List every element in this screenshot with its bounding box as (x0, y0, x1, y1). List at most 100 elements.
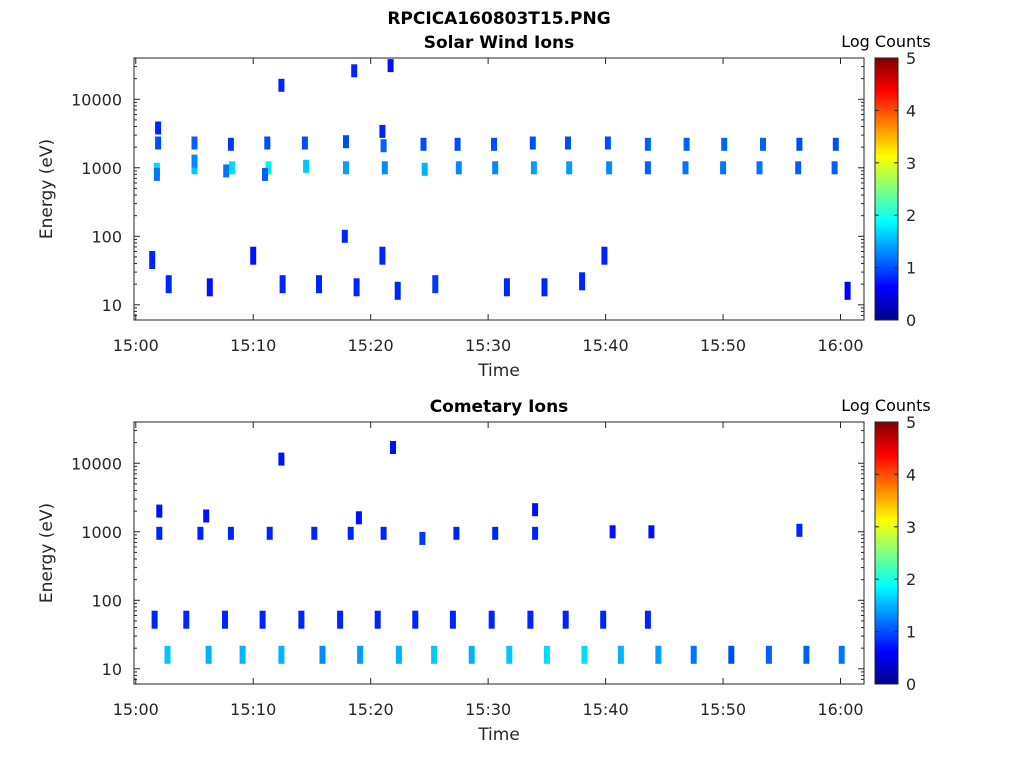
x-tick-label: 15:40 (583, 700, 629, 719)
y-tick-label: 10 (102, 660, 122, 679)
heatmap-cell (374, 610, 381, 629)
heatmap-cell (278, 78, 285, 92)
heatmap-cell (149, 251, 156, 269)
heatmap-cell (265, 161, 272, 175)
heatmap-cell (155, 136, 162, 150)
heatmap-cell (191, 154, 198, 168)
heatmap-cell (432, 275, 439, 294)
x-tick-label: 15:00 (113, 700, 159, 719)
colorbar-tick-label: 1 (906, 623, 916, 642)
heatmap-cell (648, 525, 655, 539)
heatmap-cell (579, 272, 586, 291)
colorbar-tick-label: 0 (906, 311, 916, 330)
heatmap-cell (838, 645, 845, 664)
heatmap-cell (227, 137, 234, 151)
heatmap-cell (606, 161, 613, 175)
heatmap-cell (609, 525, 616, 539)
y-axis-label: Energy (eV) (37, 139, 57, 239)
colorbar-tick-label: 5 (906, 49, 916, 68)
heatmap-cell (756, 161, 763, 175)
y-axis-label: Energy (eV) (37, 503, 57, 603)
heatmap-cell (581, 645, 588, 664)
heatmap-cell (844, 281, 851, 300)
heatmap-cell (431, 645, 438, 664)
heatmap-cell (449, 610, 456, 629)
heatmap-cell (453, 526, 460, 540)
colorbar-tick-label: 3 (906, 518, 916, 537)
heatmap-cell (337, 610, 344, 629)
heatmap-cell (419, 531, 426, 545)
heatmap-cell (301, 136, 308, 150)
heatmap-cell (655, 645, 662, 664)
heatmap-cell (151, 610, 158, 629)
heatmap-cell (803, 645, 810, 664)
heatmap-cell (617, 645, 624, 664)
heatmap-cell (156, 504, 163, 518)
heatmap-cell (351, 64, 358, 78)
x-tick-label: 16:00 (817, 336, 863, 355)
heatmap-cell (355, 511, 362, 525)
heatmap-cell (530, 161, 537, 175)
heatmap-cell (380, 139, 387, 153)
heatmap-cell (262, 167, 268, 181)
colorbar (874, 421, 899, 685)
heatmap-cell (259, 610, 266, 629)
colorbar-title: Log Counts (841, 396, 931, 415)
x-tick-label: 15:30 (465, 336, 511, 355)
colorbar-tick-label: 0 (906, 675, 916, 694)
y-tick-label: 100 (91, 591, 122, 610)
x-axis-label: Time (477, 725, 520, 745)
heatmap-cell (223, 164, 230, 178)
colorbar-tick-label: 1 (906, 259, 916, 278)
heatmap-cell (492, 161, 499, 175)
heatmap-cell (541, 278, 548, 297)
x-tick-label: 15:40 (583, 336, 629, 355)
heatmap-cell (266, 526, 273, 540)
heatmap-cell (795, 161, 802, 175)
colorbar-tick-label: 5 (906, 413, 916, 432)
x-tick-label: 15:00 (113, 336, 159, 355)
figure-title: RPCICA160803T15.PNG (387, 9, 610, 29)
heatmap-cell (311, 526, 318, 540)
heatmap-cell (682, 161, 689, 175)
heatmap-cell (155, 121, 162, 135)
heatmap-cell (341, 229, 348, 243)
heatmap-cell (250, 246, 257, 265)
heatmap-cell (683, 137, 690, 151)
heatmap-cell (721, 137, 728, 151)
heatmap-cell (278, 452, 285, 466)
heatmap-cell (566, 161, 573, 175)
heatmap-cell (455, 161, 462, 175)
y-tick-label: 10000 (71, 90, 122, 109)
colorbar-tick-label: 2 (906, 570, 916, 589)
heatmap-cell (468, 645, 475, 664)
heatmap-cell (796, 137, 803, 151)
heatmap-cell (600, 610, 607, 629)
heatmap-cell (492, 526, 499, 540)
heatmap-cell (720, 161, 727, 175)
heatmap-cell (239, 645, 246, 664)
heatmap-cell (165, 275, 172, 294)
heatmap-cell (394, 281, 401, 300)
heatmap-cell (279, 275, 286, 294)
heatmap-cell (532, 526, 539, 540)
y-tick-label: 10000 (71, 454, 122, 473)
heatmap-cell (206, 278, 213, 297)
heatmap-cell (319, 645, 326, 664)
heatmap-cell (203, 509, 210, 523)
heatmap-cell (644, 610, 651, 629)
heatmap-cells (149, 59, 851, 300)
heatmap-cell (454, 137, 461, 151)
heatmap-cell (343, 161, 349, 175)
heatmap-cell (379, 124, 386, 138)
heatmap-cell (303, 159, 310, 173)
heatmap-cell (491, 137, 497, 151)
heatmap-cell (543, 645, 550, 664)
y-tick-label: 100 (91, 227, 122, 246)
heatmap-cell (395, 645, 402, 664)
heatmap-cell (379, 246, 386, 265)
heatmap-cell (601, 246, 608, 265)
heatmap-cell (760, 137, 766, 151)
